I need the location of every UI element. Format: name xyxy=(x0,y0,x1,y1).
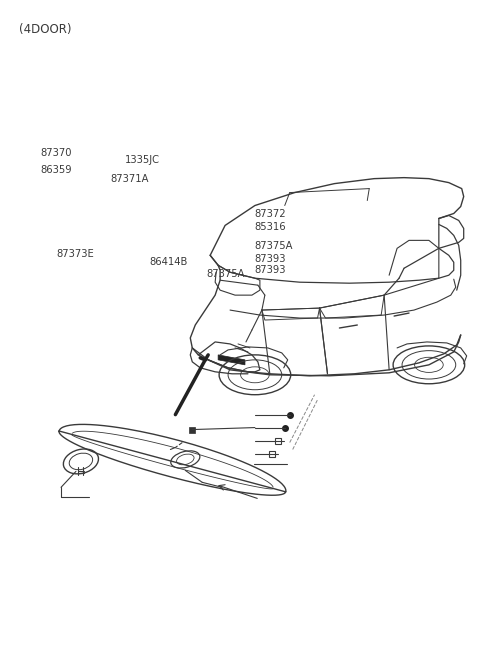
Text: 87375A: 87375A xyxy=(254,241,293,251)
Text: 1335JC: 1335JC xyxy=(124,155,159,165)
Text: 85316: 85316 xyxy=(254,222,286,232)
Text: 87393: 87393 xyxy=(254,254,286,264)
Text: 86414B: 86414B xyxy=(149,257,188,267)
Bar xyxy=(275,438,281,443)
Text: 87372: 87372 xyxy=(254,209,286,219)
Text: (4DOOR): (4DOOR) xyxy=(19,24,72,36)
Text: 87370: 87370 xyxy=(40,148,72,158)
Text: 87371A: 87371A xyxy=(110,174,149,184)
Polygon shape xyxy=(218,355,245,365)
Text: 86359: 86359 xyxy=(40,164,72,175)
Text: 87373E: 87373E xyxy=(56,249,94,259)
Text: 87393: 87393 xyxy=(254,265,286,275)
Bar xyxy=(269,451,275,457)
Text: 87375A: 87375A xyxy=(206,269,245,279)
Bar xyxy=(189,426,195,432)
